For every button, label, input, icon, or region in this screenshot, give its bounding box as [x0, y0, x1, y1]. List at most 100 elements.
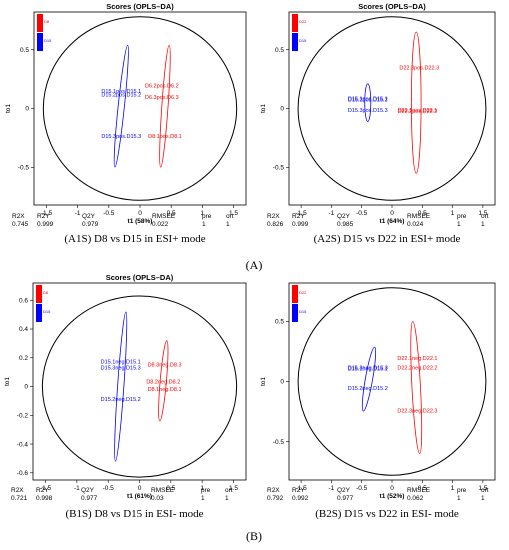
x-tick-label: 1.5: [229, 210, 238, 217]
chart-title: Scores (OPLS–DA): [106, 273, 174, 282]
x-tick-label: -1: [74, 485, 80, 492]
x-tick-label: 0.5: [166, 485, 175, 492]
legend-label: D22: [299, 290, 307, 295]
point-label: D22.2pos.D22.2: [398, 109, 438, 115]
stat-value: 0.985: [337, 221, 354, 228]
x-tick-label: 1.5: [478, 210, 487, 217]
x-tick-label: 1.5: [229, 485, 238, 492]
point-label: D22.1neg.D22.1: [397, 356, 437, 362]
legend-label: D15: [299, 38, 307, 43]
x-tick-label: -1.5: [41, 210, 53, 217]
point-label: D15.2pos.D15.2: [348, 97, 388, 103]
point-label: D15.1neg.D15.1: [101, 360, 141, 366]
plot-frame: [288, 11, 496, 206]
panel-caption: (A1S) D8 vs D15 in ESI+ mode: [64, 233, 205, 245]
point-label: D15.1neg.D15.1: [348, 367, 388, 373]
chart-title: Scores (OPLS–DA): [106, 2, 174, 11]
y-tick-label: 0: [280, 106, 284, 113]
panel-A2S: Scores (OPLS–DA) -1.5 -1 -0.5 0 0.5 1 1.5 0.5 0 -0…: [260, 2, 496, 245]
legend-label: D15: [44, 38, 52, 43]
x-tick-label: -1.5: [40, 485, 52, 492]
group-ellipse: [410, 321, 423, 454]
hotelling-ellipse: [42, 16, 238, 201]
point-label: D8.1pos.D8.1: [148, 134, 182, 140]
point-label: D22.3neg.D22.3: [397, 409, 437, 415]
stat-value: 1: [225, 495, 229, 502]
x-tick-label: 0: [138, 485, 142, 492]
legend-swatch: [36, 285, 42, 303]
stat-value: 0.03: [151, 495, 164, 502]
stat-header: R2Y: [292, 487, 305, 494]
stat-header: RMSEE: [151, 487, 175, 494]
stat-header: pre: [202, 213, 212, 220]
point-label: D15.1pos.D15.1: [101, 89, 141, 95]
y-tick-label: 0.2: [19, 355, 28, 362]
stat-header: RMSEE: [407, 487, 431, 494]
stat-value: 1: [457, 221, 461, 228]
x-tick-label: 0.5: [418, 485, 427, 492]
stat-header: pre: [457, 487, 467, 494]
stat-value: 0.792: [267, 495, 284, 502]
panels: Scores (OPLS–DA)-1.5 -1 -0.5 0 0.5 1 1.50.50-0…: [4, 2, 496, 520]
y-tick-label: -0.5: [273, 165, 285, 172]
y-tick-label: 0.4: [19, 326, 28, 333]
stat-header: Q2Y: [337, 213, 351, 220]
plot-frame: [288, 282, 496, 481]
panel-B2S: -1.5 -1 -0.5 0 0.5 1 1.5 0.5 0 -0.5 t1 (52%) to1 D22…: [260, 282, 496, 520]
stat-header: R2Y: [37, 213, 50, 220]
y-tick-label: -0.5: [273, 439, 285, 446]
y-tick-label: 0: [24, 384, 28, 391]
x-tick-label: 0: [138, 210, 142, 217]
stat-header: Q2Y: [81, 487, 95, 494]
x-tick-label: 0: [390, 210, 394, 217]
panel-caption: (B2S) D15 vs D22 in ESI- mode: [315, 508, 459, 520]
point-label: D15.2pos.D15.2: [101, 93, 141, 99]
stat-header: RMSEE: [407, 213, 431, 220]
point-label: D6.3pos.D6.3: [145, 95, 179, 101]
x-tick-label: -1: [329, 210, 335, 217]
stat-value: 0.062: [407, 495, 424, 502]
stat-header: R2Y: [36, 487, 49, 494]
stat-value: 1: [481, 221, 485, 228]
stat-value: 1: [481, 495, 485, 502]
point-label: D8.3neg.D8.3: [148, 362, 182, 368]
point-label: D8.2neg.D8.2: [146, 380, 180, 386]
point-label: D15.3neg.D15.3: [348, 365, 388, 371]
y-tick-label: 0.6: [19, 297, 28, 304]
point-label: D22.2neg.D22.2: [397, 365, 437, 371]
y-axis-label: to1: [4, 377, 11, 386]
hotelling-ellipse: [41, 295, 238, 478]
point-label: D15.3pos.D15.3: [101, 134, 141, 140]
stat-value: 0.999: [292, 221, 309, 228]
stat-value: 0.977: [337, 495, 354, 502]
plot-frame: [32, 282, 247, 481]
legend-label: D15: [43, 309, 51, 314]
legend-label: D22: [299, 19, 307, 24]
stat-value: 1: [457, 495, 461, 502]
x-tick-label: -0.5: [103, 210, 115, 217]
x-tick-label: 0: [390, 485, 394, 492]
stat-value: 0.979: [82, 221, 99, 228]
stat-header: R2X: [267, 487, 280, 494]
y-tick-label: -0.6: [17, 470, 29, 477]
y-tick-label: -0.5: [18, 165, 30, 172]
x-tick-label: 0.5: [418, 210, 427, 217]
point-label: D15.3neg.D15.3: [101, 365, 141, 371]
panel-caption: (B1S) D8 vs D15 in ESI- mode: [65, 508, 203, 520]
stat-value: 1: [202, 221, 206, 228]
stat-header: pre: [457, 213, 467, 220]
group-ellipse: [361, 346, 377, 412]
group-ellipse: [113, 44, 129, 168]
stat-header: ort: [481, 213, 489, 220]
stat-value: 0.999: [37, 221, 54, 228]
x-axis-label: t1 (58%): [128, 218, 153, 225]
x-tick-label: -1.5: [296, 210, 308, 217]
x-tick-label: 1.5: [478, 485, 487, 492]
stat-header: ort: [225, 487, 233, 494]
chart-title: Scores (OPLS–DA): [358, 2, 426, 11]
stat-header: ort: [226, 213, 234, 220]
stat-value: 1: [226, 221, 230, 228]
point-label: D15.3pos.D15.3: [348, 108, 388, 114]
stat-header: ort: [481, 487, 489, 494]
x-tick-label: 1: [200, 485, 204, 492]
